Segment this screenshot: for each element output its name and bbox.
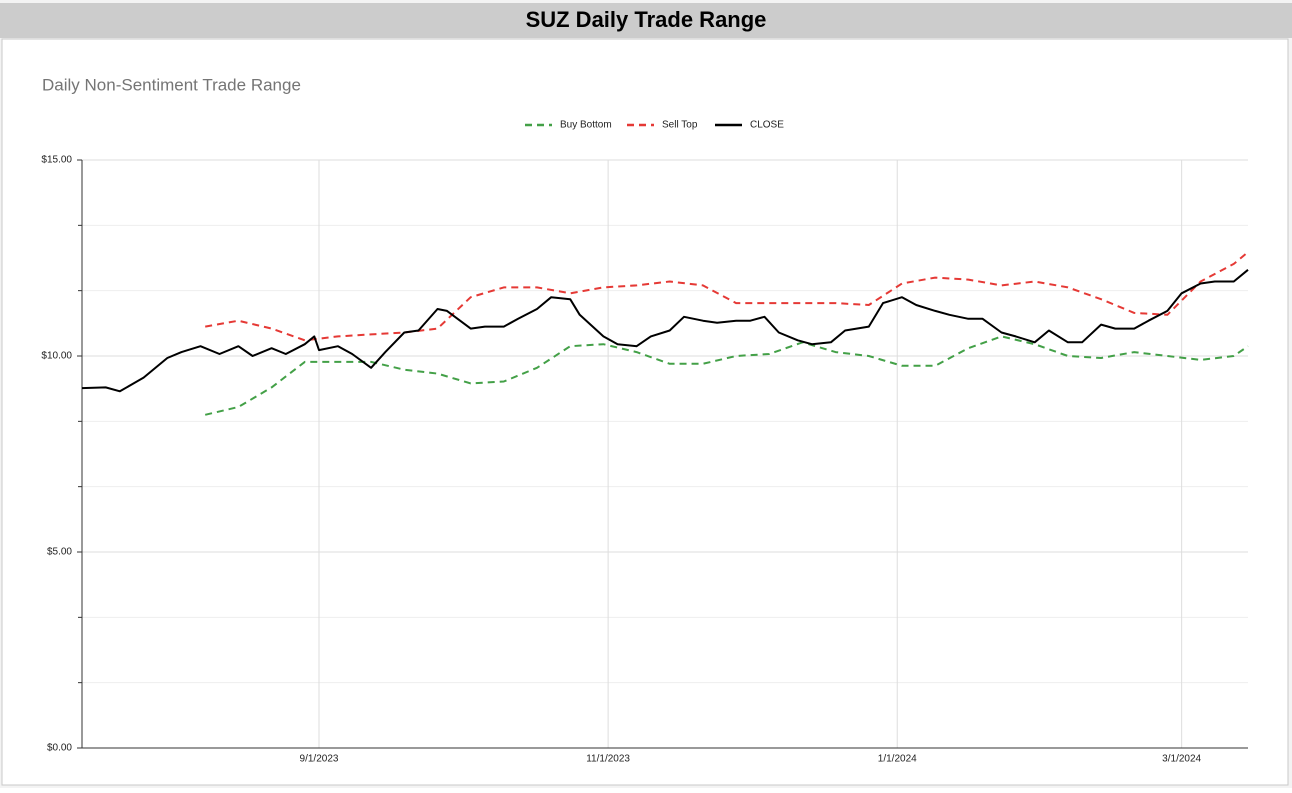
series-line: [81, 269, 1249, 393]
series-line: [205, 251, 1249, 342]
x-tick-label: 11/1/2023: [586, 754, 630, 765]
chart-subtitle: Daily Non-Sentiment Trade Range: [42, 75, 301, 94]
legend-label: Sell Top: [662, 120, 698, 131]
series-line: [204, 335, 1249, 416]
legend-label: CLOSE: [750, 120, 784, 131]
header-bar: [0, 3, 1292, 38]
y-tick-label: $0.00: [47, 743, 72, 754]
y-tick-label: $15.00: [41, 155, 72, 166]
x-tick-label: 1/1/2024: [878, 754, 917, 765]
x-tick-label: 3/1/2024: [1162, 754, 1201, 765]
x-tick-label: 9/1/2023: [300, 754, 339, 765]
legend: Buy Bottom Sell Top CLOSE: [525, 120, 784, 131]
chart-title: SUZ Daily Trade Range: [526, 7, 767, 32]
y-tick-label: $5.00: [47, 547, 72, 558]
y-tick-label: $10.00: [41, 351, 72, 362]
chart-area: [1, 38, 1289, 786]
legend-label: Buy Bottom: [560, 120, 612, 131]
